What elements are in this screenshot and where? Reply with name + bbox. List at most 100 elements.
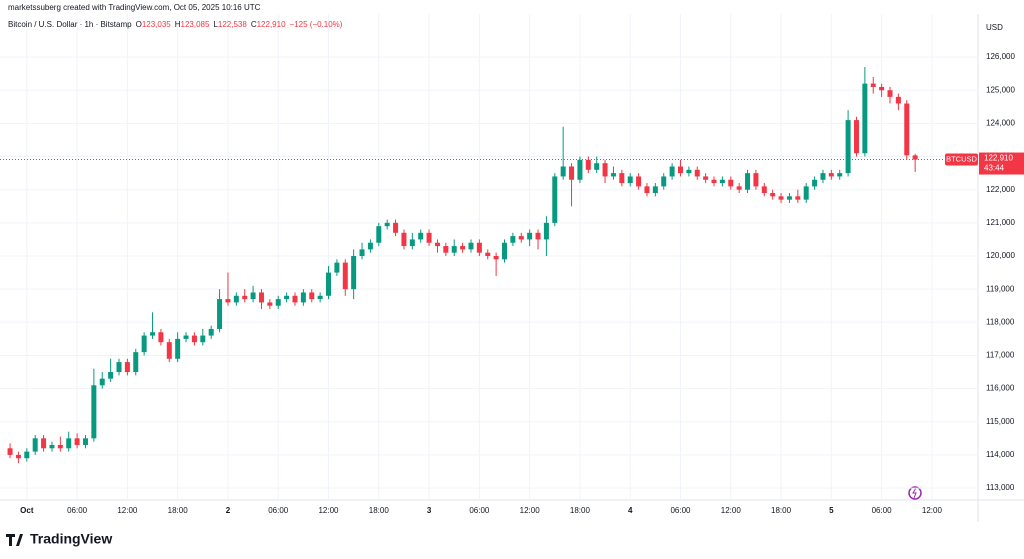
candle-body [367, 242, 373, 250]
x-tick-label: 18:00 [570, 506, 591, 515]
candle-body [694, 169, 700, 177]
candle-body [879, 86, 885, 91]
candle-body [183, 335, 189, 339]
candle-body [853, 120, 859, 154]
candle-body [267, 302, 273, 306]
icon-ring [908, 486, 922, 500]
x-tick-label: 2 [226, 506, 231, 515]
x-tick-label: 18:00 [771, 506, 792, 515]
candle-body [451, 246, 457, 253]
candle-body [443, 246, 449, 253]
y-tick-label: 115,000 [986, 417, 1015, 426]
candle-body [15, 454, 21, 459]
candle-body [141, 335, 147, 353]
symbol-badge [945, 153, 978, 166]
candle-body [518, 236, 524, 240]
x-tick-label: 18:00 [168, 506, 189, 515]
legend-value: −125 (−0.10%) [290, 20, 343, 29]
candle-body [745, 173, 751, 190]
candle-body [49, 444, 55, 449]
x-tick-label: 12:00 [318, 506, 339, 515]
candle-body [644, 186, 650, 194]
candle-body [158, 332, 164, 343]
x-tick-label: 12:00 [922, 506, 943, 515]
candle-body [652, 186, 658, 194]
candle-body [619, 173, 625, 184]
chart-title-text: Bitcoin / U.S. Dollar · 1h · Bitstamp [8, 20, 132, 29]
candle-body [334, 262, 340, 273]
candle-body [57, 444, 63, 449]
candle-body [124, 362, 130, 373]
candle-body [602, 163, 608, 177]
candle-body [200, 335, 206, 343]
candle-body [502, 242, 508, 260]
y-tick-label: 119,000 [986, 284, 1015, 293]
candle-body [41, 438, 47, 449]
candle-body [736, 186, 742, 190]
candle-body [191, 335, 197, 343]
candle-body [342, 262, 348, 290]
candle-body [627, 176, 633, 184]
y-tick-label: 118,000 [986, 317, 1015, 326]
x-tick-label: 12:00 [520, 506, 541, 515]
candle-body [820, 173, 826, 180]
legend-key: O [136, 20, 142, 29]
candle-body [258, 292, 264, 303]
candle-body [535, 232, 541, 240]
y-tick-label: 126,000 [986, 52, 1015, 61]
legend-key: C [251, 20, 257, 29]
candle-body [569, 166, 575, 180]
candle-body [150, 332, 156, 336]
price-badge [979, 152, 1024, 175]
candle-body [795, 196, 801, 200]
candle-body [32, 438, 38, 452]
candles [7, 67, 918, 464]
legend-key: L [213, 20, 218, 29]
candle-body [326, 272, 332, 296]
candle-body [91, 385, 97, 439]
candle-body [393, 222, 399, 233]
candle-body [661, 176, 667, 187]
candle-body [887, 90, 893, 97]
candle-body [133, 352, 139, 373]
replay-icon [908, 486, 922, 500]
candle-body [409, 239, 415, 247]
candle-body [233, 295, 239, 303]
legend-value: 123,035 [142, 20, 171, 29]
candle-body [208, 328, 214, 336]
countdown-label: 43:44 [984, 164, 1005, 173]
candle-body [845, 120, 851, 174]
y-tick-label: 116,000 [986, 384, 1015, 393]
legend-key: H [175, 20, 181, 29]
candle-body [761, 186, 767, 194]
candle-body [434, 242, 440, 247]
candle-body [543, 222, 549, 240]
logo: TradingView [6, 531, 112, 547]
candle-body [711, 179, 717, 184]
candle-body [376, 226, 382, 243]
x-tick-label: 5 [829, 506, 834, 515]
x-tick-label: 12:00 [117, 506, 138, 515]
candle-body [677, 166, 683, 174]
x-tick-label: 12:00 [721, 506, 742, 515]
candle-body [527, 232, 533, 240]
candle-body [753, 173, 759, 187]
candle-body [166, 342, 172, 359]
y-tick-label: 120,000 [986, 251, 1015, 260]
candle-body [468, 242, 474, 250]
candle-body [904, 103, 910, 156]
candle-body [116, 362, 122, 373]
x-tick-label: 06:00 [268, 506, 289, 515]
y-tick-label: 117,000 [986, 351, 1015, 360]
candle-body [476, 242, 482, 253]
candle-body [66, 438, 72, 449]
y-tick-label: 121,000 [986, 218, 1015, 227]
candle-body [812, 179, 818, 187]
candle-body [803, 186, 809, 200]
candle-body [99, 378, 105, 386]
candle-body [669, 166, 675, 177]
candle-body [460, 246, 466, 250]
candle-body [577, 159, 583, 180]
